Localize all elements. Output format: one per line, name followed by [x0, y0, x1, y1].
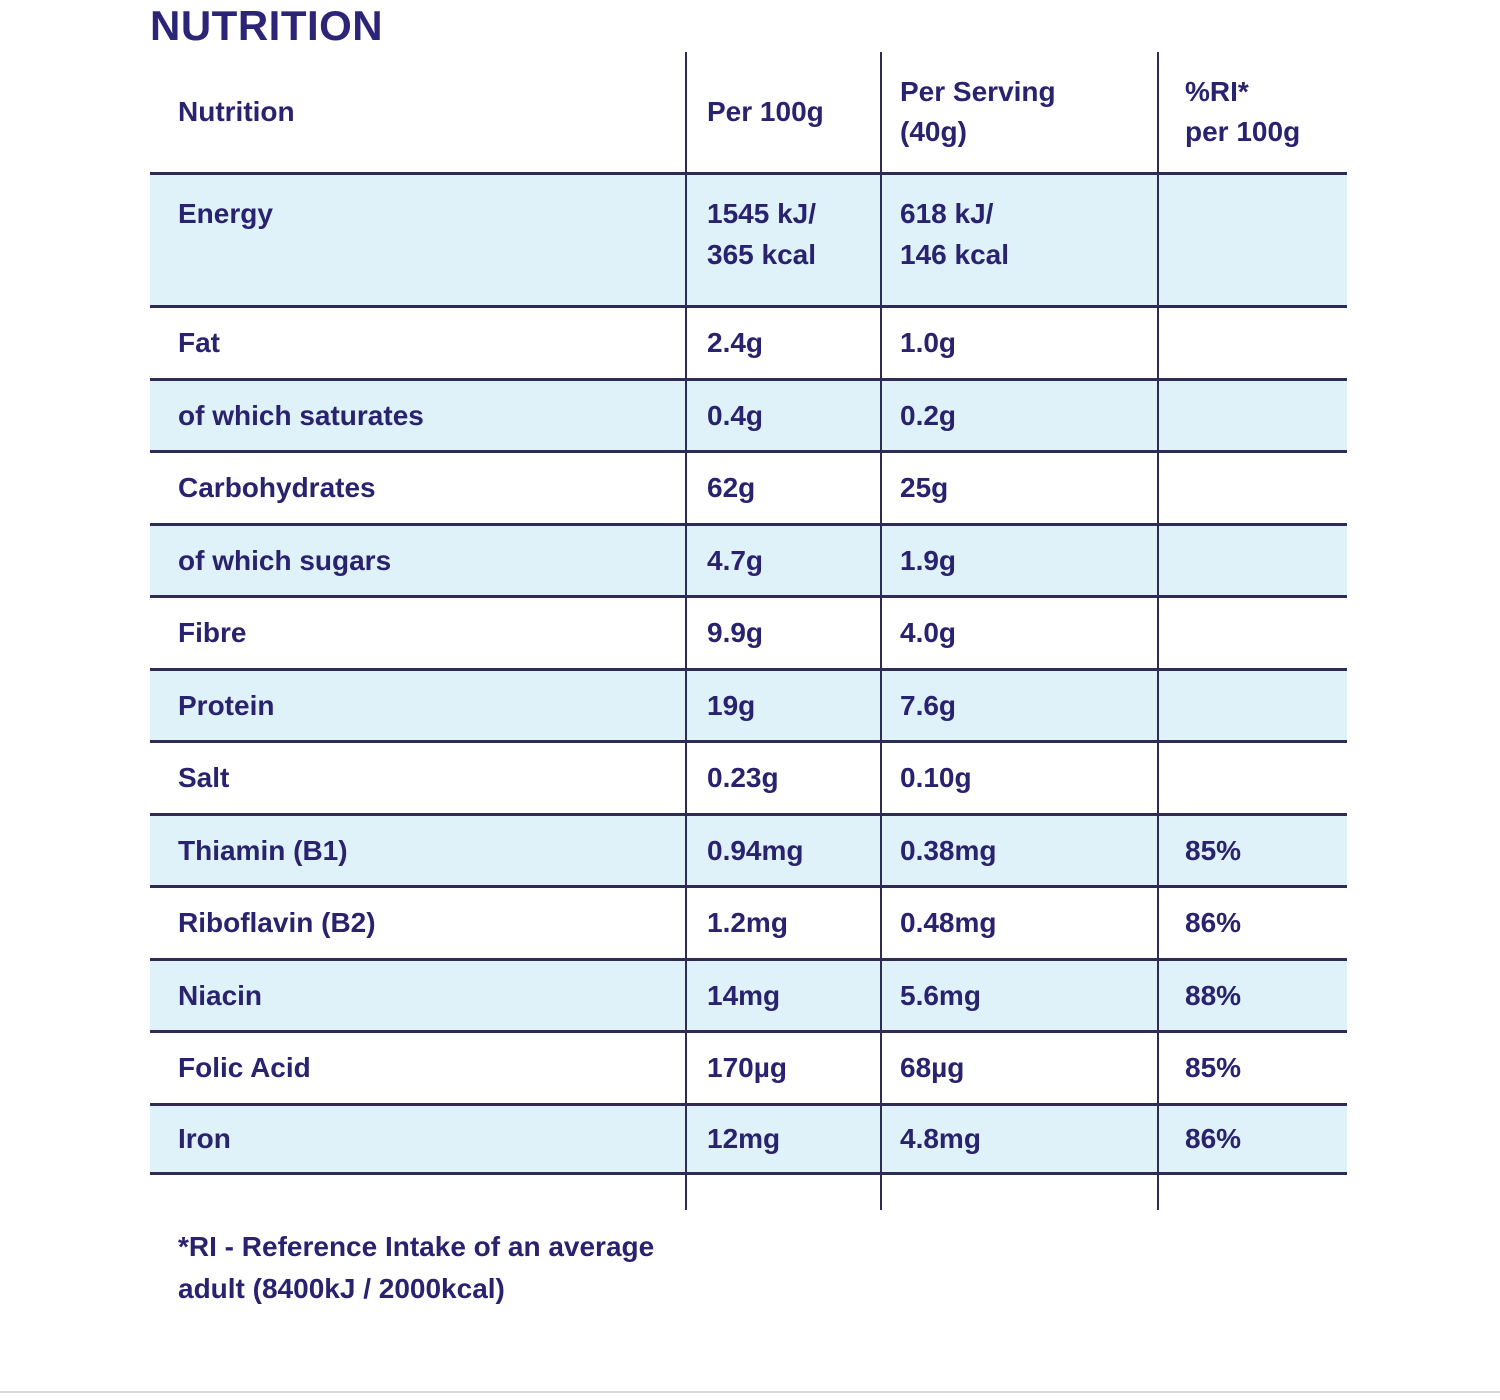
table-row: Niacin 14mg 5.6mg 88% — [150, 957, 1347, 1030]
value-per-100g: 14mg — [685, 960, 880, 1030]
table-row: Fat 2.4g 1.0g — [150, 305, 1347, 378]
row-label: Protein — [178, 689, 275, 721]
column-header-per-serving: Per Serving (40g) — [880, 52, 1157, 172]
value-per-serving: 0.2g — [880, 380, 1157, 450]
table-row: Iron 12mg 4.8mg 86% — [150, 1102, 1347, 1175]
value-per-100g: 9.9g — [685, 598, 880, 668]
row-label: Fat — [178, 327, 220, 359]
value-per-100g: 0.94mg — [685, 815, 880, 885]
row-label: Salt — [178, 762, 230, 794]
row-label: Niacin — [178, 979, 263, 1011]
table-row: Protein 19g 7.6g — [150, 667, 1347, 740]
value-ri-per-100g — [1157, 525, 1347, 595]
value-per-100g: 4.7g — [685, 525, 880, 595]
value-per-serving: 68µg — [880, 1033, 1157, 1103]
column-rule-tails — [150, 1175, 1347, 1210]
value-per-100g: 2.4g — [685, 308, 880, 378]
row-label: of which saturates — [178, 399, 424, 431]
value-ri-per-100g — [1157, 308, 1347, 378]
value-ri-per-100g: 86% — [1157, 888, 1347, 958]
table-row: Energy 1545 kJ/ 365 kcal 618 kJ/ 146 kca… — [150, 172, 1347, 305]
value-ri-per-100g: 86% — [1157, 1105, 1347, 1172]
value-per-100g: 0.23g — [685, 743, 880, 813]
nutrition-table: Nutrition Per 100g Per Serving (40g) %RI… — [150, 52, 1347, 1210]
row-label: Thiamin (B1) — [178, 834, 348, 866]
value-ri-per-100g — [1157, 453, 1347, 523]
value-per-100g: 19g — [685, 670, 880, 740]
row-label: Folic Acid — [178, 1052, 311, 1084]
value-per-serving: 1.9g — [880, 525, 1157, 595]
row-label: of which sugars — [178, 544, 392, 576]
value-ri-per-100g — [1157, 670, 1347, 740]
row-label: Carbohydrates — [178, 472, 376, 504]
table-row: Carbohydrates 62g 25g — [150, 450, 1347, 523]
value-per-100g: 62g — [685, 453, 880, 523]
value-per-serving: 7.6g — [880, 670, 1157, 740]
table-row: Folic Acid 170µg 68µg 85% — [150, 1030, 1347, 1103]
value-per-serving: 5.6mg — [880, 960, 1157, 1030]
table-row: Thiamin (B1) 0.94mg 0.38mg 85% — [150, 812, 1347, 885]
value-ri-per-100g — [1157, 380, 1347, 450]
table-row: Salt 0.23g 0.10g — [150, 740, 1347, 813]
value-per-100g: 1545 kJ/ 365 kcal — [685, 175, 880, 305]
value-ri-per-100g: 85% — [1157, 1033, 1347, 1103]
table-row: Fibre 9.9g 4.0g — [150, 595, 1347, 668]
page-title: NUTRITION — [150, 2, 384, 49]
value-per-100g: 0.4g — [685, 380, 880, 450]
row-label: Iron — [178, 1123, 231, 1155]
value-per-100g: 1.2mg — [685, 888, 880, 958]
value-per-serving: 0.38mg — [880, 815, 1157, 885]
value-per-100g: 170µg — [685, 1033, 880, 1103]
column-header-per-100g: Per 100g — [685, 52, 880, 172]
column-header-ri-per-100g: %RI* per 100g — [1157, 52, 1347, 172]
table-row: Riboflavin (B2) 1.2mg 0.48mg 86% — [150, 885, 1347, 958]
value-ri-per-100g — [1157, 175, 1347, 305]
value-per-serving: 0.48mg — [880, 888, 1157, 958]
table-row: of which saturates 0.4g 0.2g — [150, 377, 1347, 450]
value-per-serving: 25g — [880, 453, 1157, 523]
value-ri-per-100g: 88% — [1157, 960, 1347, 1030]
value-ri-per-100g — [1157, 743, 1347, 813]
row-label: Fibre — [178, 617, 247, 649]
bottom-divider — [0, 1391, 1500, 1393]
row-label: Riboflavin (B2) — [178, 907, 376, 939]
table-header-row: Nutrition Per 100g Per Serving (40g) %RI… — [150, 52, 1347, 172]
value-per-serving: 618 kJ/ 146 kcal — [880, 175, 1157, 305]
reference-intake-footnote: *RI - Reference Intake of an average adu… — [178, 1231, 655, 1304]
table-row: of which sugars 4.7g 1.9g — [150, 522, 1347, 595]
value-per-serving: 0.10g — [880, 743, 1157, 813]
value-ri-per-100g: 85% — [1157, 815, 1347, 885]
value-ri-per-100g — [1157, 598, 1347, 668]
value-per-serving: 4.8mg — [880, 1105, 1157, 1172]
value-per-serving: 1.0g — [880, 308, 1157, 378]
row-label: Energy — [178, 198, 273, 229]
table-body: Energy 1545 kJ/ 365 kcal 618 kJ/ 146 kca… — [150, 172, 1347, 1175]
column-header-nutrition: Nutrition — [178, 96, 295, 127]
value-per-100g: 12mg — [685, 1105, 880, 1172]
value-per-serving: 4.0g — [880, 598, 1157, 668]
